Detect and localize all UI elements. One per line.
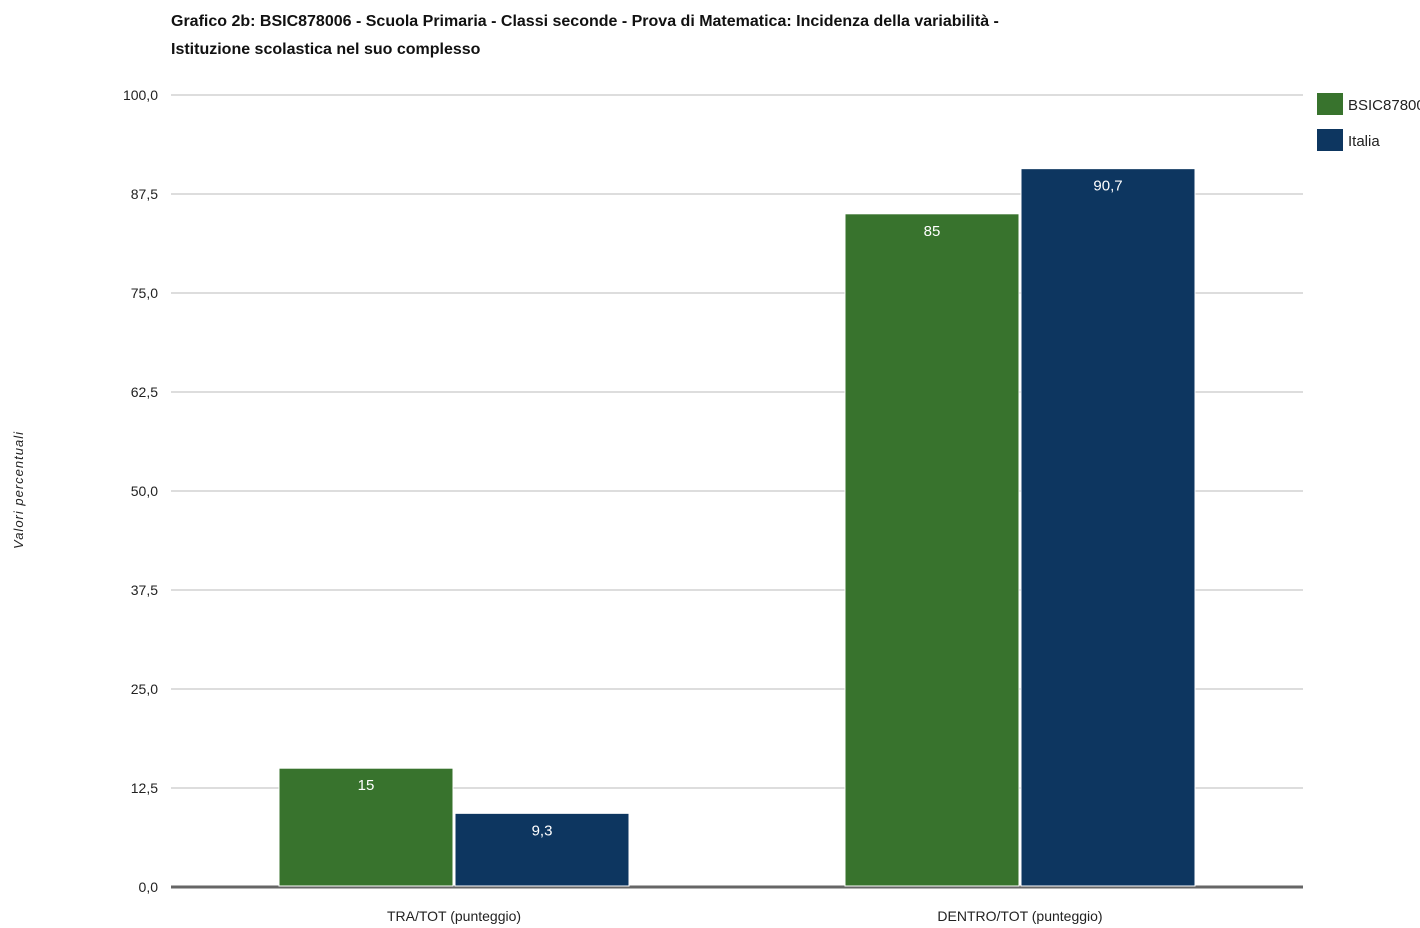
- data-labels: 15 9,3 85 90,7: [358, 178, 1123, 840]
- legend-swatch-italia: [1317, 129, 1343, 151]
- chart-title-line1: Grafico 2b: BSIC878006 - Scuola Primaria…: [171, 13, 999, 30]
- y-tick-label: 62,5: [131, 384, 158, 400]
- y-tick-label: 37,5: [131, 582, 158, 598]
- bar-bsic878006-1: [844, 213, 1020, 887]
- y-tick-label: 87,5: [131, 186, 158, 202]
- legend-label-bsic878006: BSIC878006: [1348, 97, 1420, 114]
- y-tick-labels: 0,0 12,5 25,0 37,5 50,0 62,5 75,0 87,5 100,0: [123, 87, 158, 895]
- data-label: 90,7: [1093, 178, 1122, 195]
- legend-label-italia: Italia: [1348, 133, 1380, 150]
- y-tick-label: 75,0: [131, 285, 158, 301]
- y-tick-label: 50,0: [131, 483, 158, 499]
- data-label: 9,3: [532, 822, 553, 839]
- x-category-label: DENTRO/TOT (punteggio): [937, 908, 1102, 924]
- bar-italia-0: [454, 812, 630, 887]
- data-label: 85: [924, 223, 941, 240]
- chart-title-line2: Istituzione scolastica nel suo complesso: [171, 41, 481, 58]
- y-tick-label: 100,0: [123, 87, 158, 103]
- bar-italia-1: [1020, 168, 1196, 887]
- y-axis-label: Valori percentuali: [11, 431, 26, 549]
- legend-swatch-bsic878006: [1317, 93, 1343, 115]
- data-label: 15: [358, 777, 375, 794]
- bar-bsic878006-0: [278, 767, 454, 887]
- y-tick-label: 0,0: [139, 879, 159, 895]
- y-tick-label: 12,5: [131, 780, 158, 796]
- x-category-labels: TRA/TOT (punteggio) DENTRO/TOT (punteggio…: [387, 908, 1103, 924]
- x-category-label: TRA/TOT (punteggio): [387, 908, 521, 924]
- legend: BSIC878006 Italia: [1317, 93, 1420, 151]
- bars: [278, 168, 1196, 887]
- y-tick-label: 25,0: [131, 681, 158, 697]
